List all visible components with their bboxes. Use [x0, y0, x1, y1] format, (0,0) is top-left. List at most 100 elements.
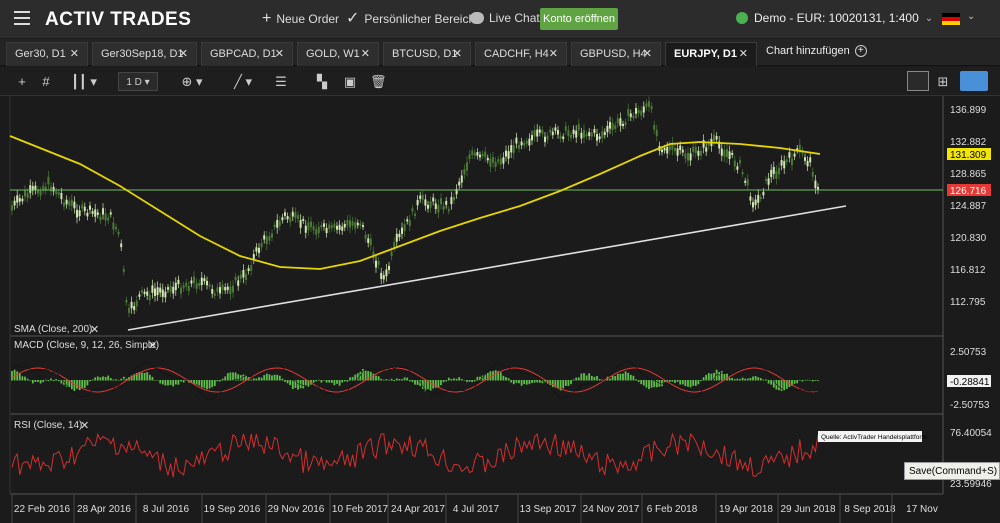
candle: [533, 130, 536, 137]
timeframe-select[interactable]: 1 D ▾: [118, 72, 158, 91]
macd-bar: [765, 379, 767, 381]
close-icon[interactable]: ✕: [738, 48, 748, 60]
x-tick-label: 22 Feb 2016: [14, 504, 71, 515]
macd-bar: [671, 380, 674, 382]
macd-bar: [130, 375, 133, 381]
candle: [63, 202, 65, 207]
close-icon[interactable]: ✕: [80, 420, 89, 432]
candle: [26, 192, 29, 198]
macd-bar: [406, 377, 409, 381]
tab-btcusd[interactable]: BTCUSD, D1 ✕: [383, 42, 471, 66]
close-icon[interactable]: ✕: [360, 48, 370, 60]
save-icon[interactable]: ▣: [343, 74, 357, 89]
candle: [687, 152, 689, 161]
macd-bar: [96, 376, 99, 381]
close-icon[interactable]: ✕: [274, 48, 284, 60]
close-icon[interactable]: ✕: [178, 48, 188, 60]
candle: [780, 160, 783, 166]
menu-icon[interactable]: [14, 11, 30, 25]
cloud-icon[interactable]: [960, 71, 988, 91]
chart-toolbar: + # ┃┃ ▾ 1 D ▾ ⊕ ▾ ╱ ▾ ☰ ▚ ▣ 🗑 ⊞: [0, 67, 1000, 96]
tab-ger30[interactable]: Ger30, D1 ✕: [6, 42, 88, 66]
macd-bar: [590, 375, 593, 381]
candle: [765, 178, 767, 182]
close-icon[interactable]: ✕: [90, 324, 99, 336]
macd-bar: [372, 373, 375, 381]
fibonacci-icon[interactable]: ☰: [275, 74, 287, 89]
candle: [273, 224, 276, 228]
account-selector[interactable]: Demo - EUR: 10020131, 1:400 ⌄: [736, 11, 933, 25]
language-chevron-icon[interactable]: ⌄: [967, 11, 976, 22]
candle: [271, 233, 273, 238]
macd-bar: [76, 380, 78, 389]
macd-bar: [583, 373, 585, 381]
rsi-indicator-label: RSI (Close, 14): [14, 420, 82, 431]
macd-bar: [37, 380, 39, 382]
sma-indicator-label: SMA (Close, 200): [14, 324, 92, 335]
open-account-button[interactable]: Konto eröffnen: [540, 8, 618, 30]
trash-icon[interactable]: 🗑: [370, 74, 387, 89]
chart-type-icon[interactable]: ┃┃ ▾: [71, 74, 97, 89]
close-icon[interactable]: ✕: [69, 48, 79, 60]
candle: [648, 101, 650, 107]
candle: [692, 146, 695, 153]
macd-bar: [466, 380, 468, 383]
add-indicator-icon[interactable]: ⊕ ▾: [181, 74, 203, 89]
macd-bar: [185, 380, 188, 381]
candle: [286, 216, 289, 220]
close-icon[interactable]: ✕: [452, 48, 462, 60]
candle: [406, 219, 409, 222]
candle: [302, 218, 305, 221]
tab-gbpusd[interactable]: GBPUSD, H4 ✕: [571, 42, 661, 66]
single-layout-icon[interactable]: [907, 71, 929, 91]
add-chart-button[interactable]: Chart hinzufügen +: [766, 45, 867, 57]
grid-layout-icon[interactable]: ⊞: [937, 74, 949, 89]
candle: [653, 125, 656, 130]
macd-bar: [687, 380, 689, 387]
live-chat-button[interactable]: Live Chat: [470, 11, 540, 25]
macd-bar: [692, 380, 695, 386]
candle: [115, 226, 117, 230]
macd-bar: [73, 380, 76, 391]
draw-line-icon[interactable]: ╱ ▾: [234, 74, 252, 89]
candle: [424, 199, 427, 206]
candle: [505, 150, 507, 157]
tab-gbpcad[interactable]: GBPCAD, D1 ✕: [201, 42, 293, 66]
grid-icon[interactable]: #: [42, 74, 50, 89]
candle: [775, 170, 778, 179]
tab-eurjpy[interactable]: EURJPY, D1 ✕: [665, 42, 757, 66]
close-icon[interactable]: ✕: [148, 340, 157, 352]
macd-bar: [689, 380, 692, 388]
german-flag-icon[interactable]: [942, 13, 960, 25]
macd-bar: [785, 380, 788, 389]
candle: [575, 130, 578, 138]
new-order-button[interactable]: + Neue Order: [262, 11, 339, 27]
tab-ger30sep18[interactable]: Ger30Sep18, D1 ✕: [92, 42, 197, 66]
macd-bar: [728, 377, 731, 381]
close-icon[interactable]: ✕: [642, 48, 652, 60]
tab-cadchf[interactable]: CADCHF, H4 ✕: [475, 42, 567, 66]
candle: [512, 145, 515, 154]
macd-bar: [143, 372, 146, 381]
chevron-down-icon: ⌄: [924, 12, 934, 24]
candle: [681, 149, 684, 153]
layout-icon[interactable]: ▚: [317, 74, 327, 89]
macd-bar: [245, 375, 247, 381]
candle: [484, 151, 487, 158]
macd-bar: [57, 380, 60, 382]
crosshair-icon[interactable]: +: [18, 74, 26, 89]
candle: [629, 113, 632, 118]
personal-area-button[interactable]: ✓ Persönlicher Bereich: [346, 11, 475, 27]
tab-gold[interactable]: GOLD, W1 ✕: [297, 42, 379, 66]
chart-area[interactable]: 136.899 132.882 128.865 124.887 120.830 …: [0, 96, 1000, 523]
macd-bar: [167, 380, 169, 386]
macd-bar: [281, 378, 284, 381]
candle: [16, 195, 19, 203]
candle: [161, 289, 164, 297]
candle: [627, 108, 630, 116]
candle: [788, 152, 791, 158]
close-icon[interactable]: ✕: [548, 48, 558, 60]
plus-circle-icon: +: [854, 45, 867, 57]
x-tick-label: 29 Nov 2016: [268, 504, 325, 515]
price-chart[interactable]: 136.899 132.882 128.865 124.887 120.830 …: [0, 96, 1000, 523]
